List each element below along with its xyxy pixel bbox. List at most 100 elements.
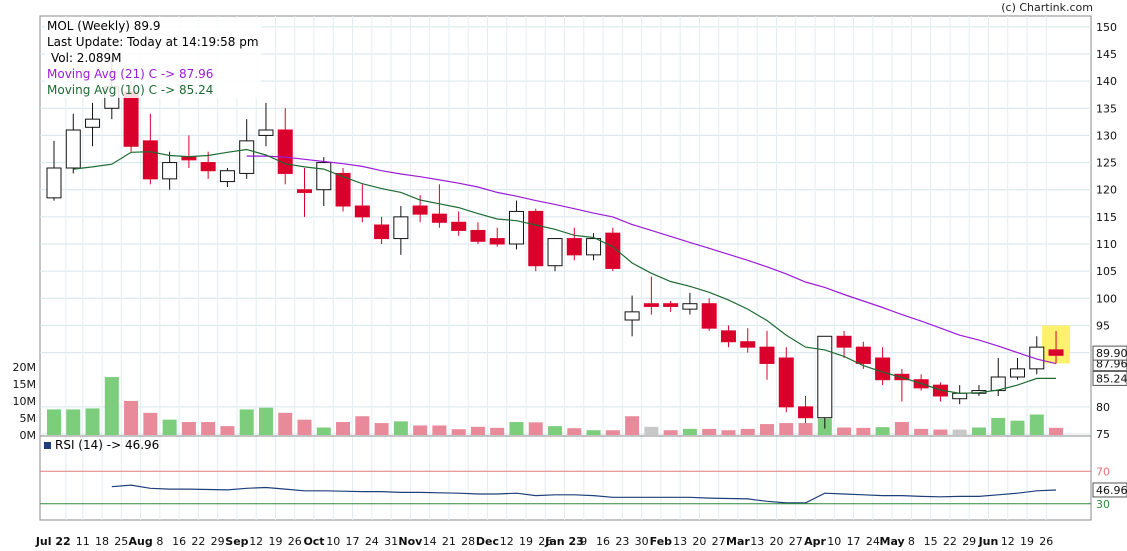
volume-bar <box>952 429 967 435</box>
candle-body <box>258 129 274 136</box>
chart-title: MOL (Weekly) 89.9 <box>47 19 161 33</box>
x-tick-label: 8 <box>156 535 163 548</box>
price-tick-label: 80 <box>1096 401 1110 414</box>
candle-body <box>701 303 717 329</box>
rsi-tick-70: 70 <box>1096 465 1110 478</box>
volume-bar <box>837 427 852 435</box>
volume-bar <box>914 428 929 435</box>
x-tick-label: 14 <box>423 535 437 548</box>
candle-body <box>46 167 62 199</box>
volume-bar <box>702 428 717 435</box>
axes: 1501451401351301251201151101051009590807… <box>13 21 1127 548</box>
candle-body <box>297 189 313 193</box>
volume-tick-label: 20M <box>13 361 37 374</box>
volume-bar <box>528 422 543 435</box>
volume-bar <box>721 430 736 435</box>
x-tick-label: Oct <box>303 535 324 548</box>
candle-body <box>470 229 486 242</box>
volume-bar <box>798 423 813 435</box>
volume-bar <box>856 427 871 435</box>
x-tick-label: Jul 22 <box>35 535 71 548</box>
volume-tick-label: 10M <box>13 395 37 408</box>
ma10-readout: Moving Avg (10) C -> 85.24 <box>47 83 214 97</box>
rsi-value-tag-box <box>1092 482 1127 498</box>
x-tick-label: 23 <box>615 535 629 548</box>
x-tick-label: 12 <box>1001 535 1015 548</box>
candle-body <box>566 238 582 256</box>
x-tick-label: 29 <box>211 535 225 548</box>
last-update: Last Update: Today at 14:19:58 pm <box>47 35 259 49</box>
x-tick-label: 24 <box>866 535 880 548</box>
volume-bar <box>490 427 505 435</box>
x-tick-label: Jan 23 <box>544 535 583 548</box>
ma10-value-tag: 85.24 <box>1096 372 1127 385</box>
candle-body <box>200 162 216 172</box>
rsi-oversold-fill <box>766 502 825 504</box>
volume-bar <box>875 427 890 435</box>
volume-bar <box>297 419 312 435</box>
volume-bar <box>355 416 370 435</box>
candle-body <box>162 162 178 180</box>
x-tick-label: 22 <box>191 535 205 548</box>
candle-body <box>952 392 968 400</box>
candle-body <box>759 346 775 364</box>
x-tick-label: 8 <box>908 535 915 548</box>
candle-body <box>65 129 81 169</box>
candle-body <box>508 210 524 245</box>
x-tick-label: 13 <box>673 535 687 548</box>
ma21-value-tag: 87.96 <box>1096 358 1127 371</box>
candle-body <box>374 224 390 240</box>
candle-body <box>547 238 563 267</box>
rsi-tick-30: 30 <box>1096 498 1110 511</box>
x-tick-label: 22 <box>943 535 957 548</box>
volume-bar <box>1010 420 1025 435</box>
candle-body <box>451 221 467 231</box>
volume-tick-label: 5M <box>20 412 37 425</box>
volume-bar <box>1049 427 1064 435</box>
rsi-line <box>111 484 1057 504</box>
volume-bar <box>181 422 196 435</box>
candle-body <box>836 335 852 348</box>
x-tick-label: Feb <box>650 535 673 548</box>
volume-bar <box>47 409 61 435</box>
x-tick-label: 17 <box>847 535 861 548</box>
x-tick-label: 9 <box>580 535 587 548</box>
candle-body <box>605 232 621 269</box>
x-tick-label: 26 <box>538 535 552 548</box>
volume-bar <box>971 427 986 435</box>
candle-body <box>316 162 332 191</box>
candle-body <box>720 330 736 343</box>
rsi-swatch <box>44 442 51 449</box>
ma10-line <box>73 148 1056 394</box>
volume-bar <box>933 429 948 435</box>
x-tick-label: May <box>880 535 905 548</box>
x-tick-label: 20 <box>769 535 783 548</box>
candle-body <box>412 205 428 215</box>
x-tick-label: 21 <box>442 535 456 548</box>
price-tick-label: 115 <box>1096 211 1117 224</box>
x-tick-label: Sep <box>225 535 248 548</box>
x-tick-label: 19 <box>268 535 282 548</box>
volume-readout: Vol: 2.089M <box>51 51 122 65</box>
x-tick-label: 28 <box>461 535 475 548</box>
candle-body <box>142 140 158 180</box>
volume-bar <box>413 425 428 435</box>
chartink-credit[interactable]: (c) Chartink.com <box>1001 1 1093 14</box>
x-tick-label: 29 <box>962 535 976 548</box>
last-price-tag: 89.90 <box>1096 347 1127 360</box>
price-tick-label: 125 <box>1096 157 1117 170</box>
price-tick-label: 135 <box>1096 102 1117 115</box>
x-tick-label: 24 <box>365 535 379 548</box>
candle-body <box>123 91 139 147</box>
last-price-tag-box <box>1092 345 1127 361</box>
x-tick-label: 17 <box>346 535 360 548</box>
candle-body <box>586 238 602 256</box>
candle-body <box>798 406 814 419</box>
volume-bar <box>1029 414 1044 435</box>
volume-bar <box>220 426 235 435</box>
x-tick-label: 11 <box>76 535 90 548</box>
volume-bar <box>991 417 1006 435</box>
x-tick-label: 27 <box>789 535 803 548</box>
candle-body <box>489 238 505 245</box>
